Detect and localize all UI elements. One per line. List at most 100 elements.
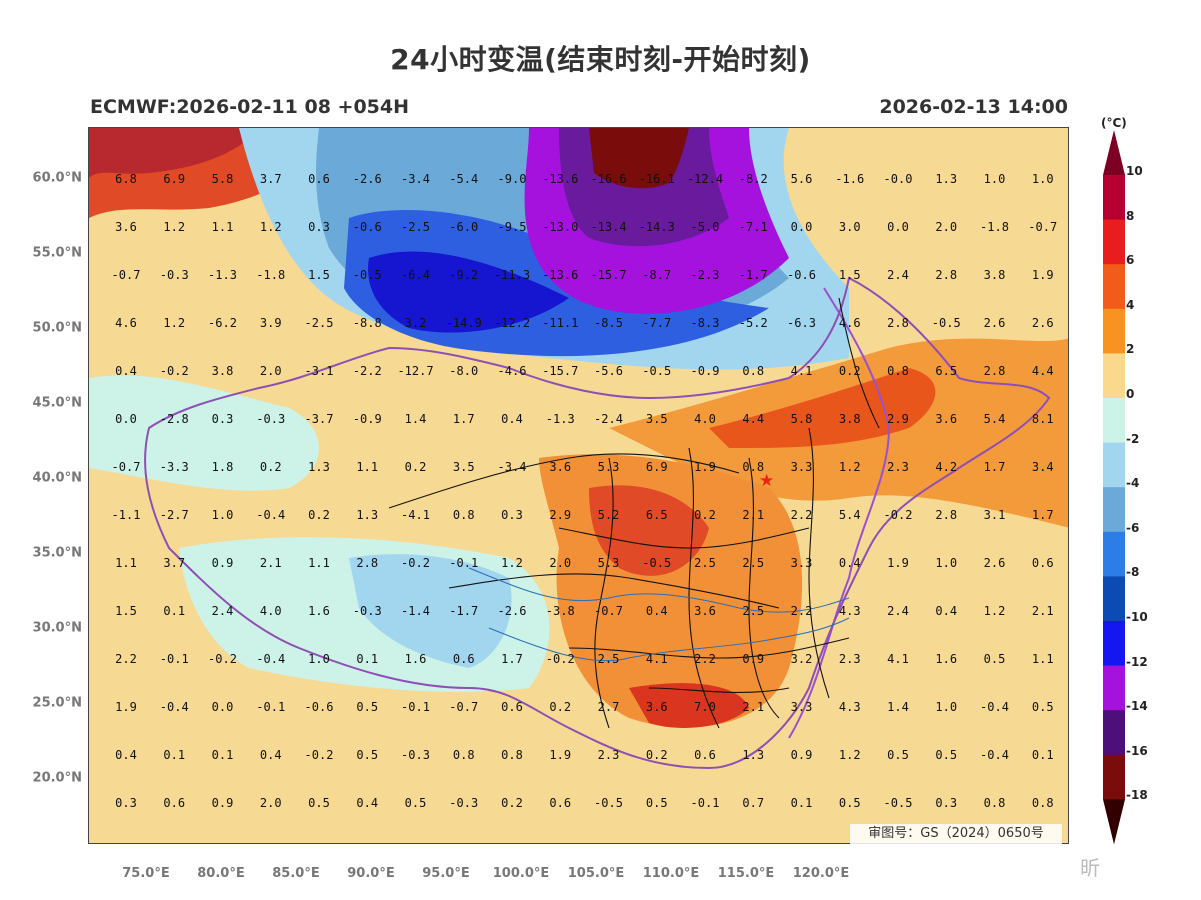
grid-value: 1.9 [115,700,137,714]
grid-value: 5.8 [791,412,813,426]
grid-value: -0.5 [932,316,961,330]
grid-value: 2.2 [115,652,137,666]
grid-value: 0.8 [887,364,909,378]
grid-value: -5.6 [594,364,623,378]
grid-value: 2.6 [984,556,1006,570]
grid-value: 4.6 [115,316,137,330]
grid-value: -1.8 [256,268,285,282]
grid-value: 1.4 [887,700,909,714]
grid-value: 4.6 [839,316,861,330]
grid-value: -0.4 [160,700,189,714]
lon-label: 85.0°E [272,866,320,881]
grid-value: 2.1 [742,508,764,522]
lat-label: 50.0°N [32,320,82,336]
grid-value: 2.4 [887,604,909,618]
grid-value: -16.6 [590,172,626,186]
grid-value: 1.1 [115,556,137,570]
grid-value: 1.2 [501,556,523,570]
grid-value: -16.1 [639,172,675,186]
grid-value: -2.2 [353,364,382,378]
grid-value: 1.7 [1032,508,1054,522]
grid-value: 0.8 [453,508,475,522]
grid-value: 1.5 [115,604,137,618]
grid-value: 0.6 [549,796,571,810]
grid-value: 3.3 [791,700,813,714]
grid-value: -12.4 [687,172,723,186]
grid-value: -13.4 [590,220,626,234]
grid-value: -6.3 [787,316,816,330]
grid-value: 0.6 [1032,556,1054,570]
grid-value: 6.8 [115,172,137,186]
grid-value: 2.8 [935,508,957,522]
grid-value: 0.5 [405,796,427,810]
grid-value: 1.3 [742,748,764,762]
grid-value: 1.1 [356,460,378,474]
grid-value: 0.2 [646,748,668,762]
grid-value: -9.2 [449,268,478,282]
grid-value: 0.5 [646,796,668,810]
grid-value: 1.8 [212,460,234,474]
grid-value: -0.2 [160,364,189,378]
grid-value: 0.4 [356,796,378,810]
grid-value: 4.1 [791,364,813,378]
lon-label: 120.0°E [792,866,850,881]
colorbar-label: 4 [1126,297,1135,312]
grid-value: 0.9 [742,652,764,666]
grid-value: -8.7 [642,268,671,282]
grid-value: -2.8 [160,412,189,426]
grid-value: -2.6 [498,604,527,618]
grid-value: 3.6 [646,700,668,714]
map-area[interactable]: 6.8 6.9 5.8 3.7 0.6 -2.6 -3.4 -5.4 -9.0 -13.6 -16.… [88,127,1069,844]
lat-label: 25.0°N [32,695,82,711]
grid-value: -2.6 [353,172,382,186]
grid-value: 0.5 [356,700,378,714]
grid-value: 2.6 [1032,316,1054,330]
grid-value: -2.5 [401,220,430,234]
grid-value: -5.2 [739,316,768,330]
grid-value: -0.1 [401,700,430,714]
grid-value: -0.3 [449,796,478,810]
grid-value: 0.0 [115,412,137,426]
grid-value: 0.2 [839,364,861,378]
colorbar-label: -10 [1126,610,1148,624]
grid-value: -14.9 [446,316,482,330]
lon-label: 90.0°E [347,866,395,881]
grid-value: 1.3 [356,508,378,522]
value-grid: 6.8 6.9 5.8 3.7 0.6 -2.6 -3.4 -5.4 -9.0 -13.6 -16.… [112,172,1058,810]
colorbar-label: -16 [1126,743,1148,758]
grid-value: 2.8 [984,364,1006,378]
grid-value: 0.1 [1032,748,1054,762]
grid-value: -1.7 [739,268,768,282]
grid-value: -0.2 [401,556,430,570]
grid-value: 0.8 [1032,796,1054,810]
grid-value: 0.6 [308,172,330,186]
colorbar-segment [1103,665,1125,711]
grid-value: 4.4 [1032,364,1054,378]
grid-value: 2.0 [549,556,571,570]
grid-value: 0.2 [501,796,523,810]
grid-value: 0.9 [212,796,234,810]
grid-value: 1.0 [935,700,957,714]
grid-value: -0.7 [112,268,141,282]
grid-value: 0.6 [453,652,475,666]
grid-value: -12.7 [397,364,433,378]
grid-value: -3.7 [305,412,334,426]
colorbar-label: -12 [1126,654,1148,669]
colorbar-segment [1103,219,1125,265]
colorbar-label: -18 [1126,788,1148,803]
grid-value: 2.0 [260,364,282,378]
grid-value: -14.3 [639,220,675,234]
model-run-label: ECMWF:2026-02-11 08 +054H [90,96,410,118]
grid-value: 3.8 [212,364,234,378]
grid-value: 3.3 [791,556,813,570]
grid-value: -0.2 [305,748,334,762]
colorbar-segment [1103,175,1125,221]
colorbar-segment [1103,576,1125,622]
lon-label: 100.0°E [492,866,550,881]
grid-value: 1.0 [935,556,957,570]
lon-label: 80.0°E [197,866,245,881]
grid-value: 2.2 [694,652,716,666]
chart-title: 24小时变温(结束时刻-开始时刻) [390,43,811,76]
grid-value: 3.6 [549,460,571,474]
grid-value: 3.0 [839,220,861,234]
